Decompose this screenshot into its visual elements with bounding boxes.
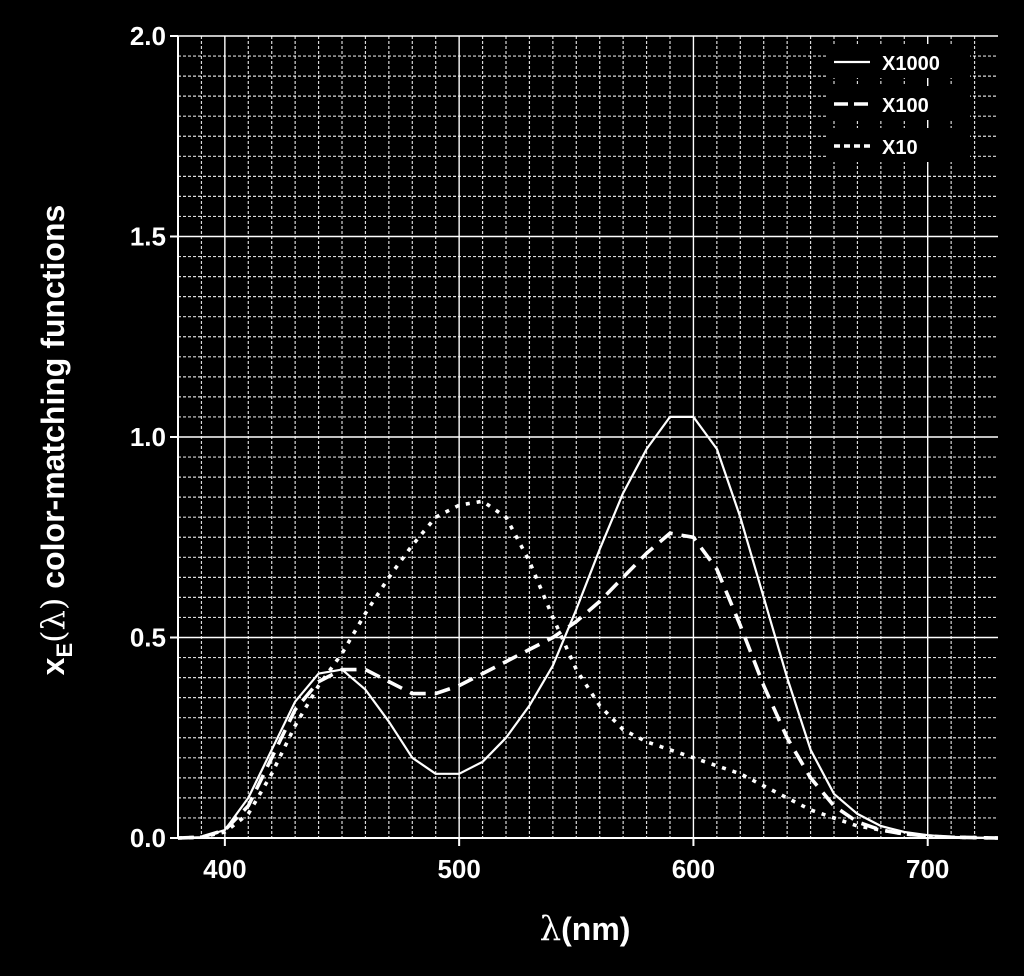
y-axis-label-arg: (λ) — [34, 598, 72, 643]
grid-major — [178, 35, 998, 838]
legend-label-x100: X100 — [882, 95, 929, 117]
y-axis-label: xE(λ) color-matching functions — [34, 205, 77, 676]
series-layer — [177, 415, 999, 840]
y-axis-label-rest: color-matching functions — [35, 205, 71, 598]
legend-label-x10: X10 — [882, 137, 918, 159]
legend-label-x1000: X1000 — [882, 53, 940, 75]
y-tick-label: 0.5 — [130, 623, 166, 653]
x-tick-label: 700 — [906, 854, 949, 884]
x-axis-label: λ(nm) — [540, 909, 631, 949]
x-tick-label: 600 — [672, 854, 715, 884]
legend-entry-bg — [828, 128, 970, 162]
legend-entry-bg — [828, 86, 970, 120]
x-tick-label: 500 — [437, 854, 480, 884]
x-axis-label-symbol: λ — [540, 909, 562, 949]
y-tick-label: 0.0 — [130, 823, 166, 853]
series-line-x1000 — [177, 415, 999, 840]
ticks: 400 500 600 700 0.0 0.5 1.0 1.5 2.0 — [130, 21, 950, 884]
y-tick-label: 1.0 — [130, 422, 166, 452]
series-line-x10 — [177, 499, 999, 840]
y-tick-label: 1.5 — [130, 222, 166, 252]
legend: X1000 X100 X10 — [828, 44, 970, 162]
y-axis-label-main: x — [35, 657, 71, 675]
y-axis-label-sub: E — [52, 643, 77, 658]
x-axis-label-unit: (nm) — [561, 911, 630, 947]
y-tick-label: 2.0 — [130, 21, 166, 51]
x-tick-label: 400 — [203, 854, 246, 884]
